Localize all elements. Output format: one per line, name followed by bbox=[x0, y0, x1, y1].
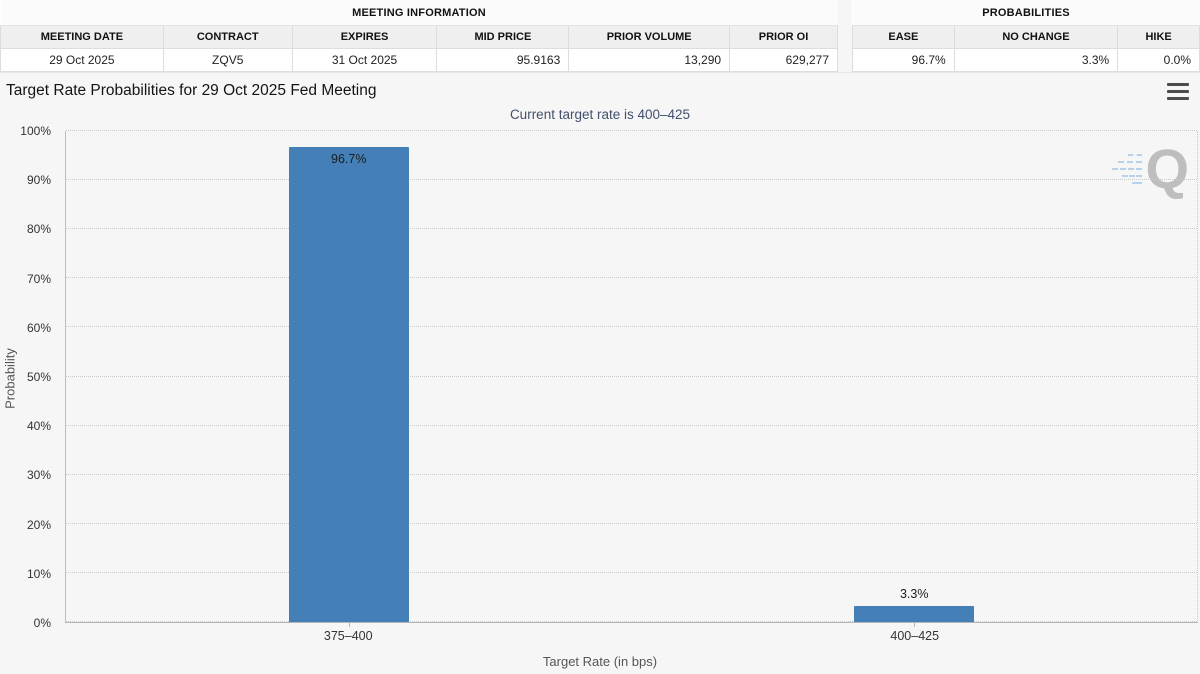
x-tick-mark bbox=[914, 622, 916, 627]
chart-subtitle: Current target rate is 400–425 bbox=[509, 107, 691, 122]
hamburger-bar bbox=[1167, 83, 1189, 87]
gridline bbox=[66, 571, 1197, 573]
value-mid-price: 95.9163 bbox=[436, 48, 570, 72]
bar-value-label: 96.7% bbox=[331, 152, 367, 167]
y-tick-label: 50% bbox=[26, 370, 51, 384]
value-hike: 0.0% bbox=[1117, 48, 1200, 72]
meeting-information-table: MEETING INFORMATION MEETING DATE CONTRAC… bbox=[0, 0, 838, 72]
gridline bbox=[66, 424, 1197, 426]
y-axis-tick-labels: 0% 10% 20% 30% 40% 50% 60% 70% 80% 90% 100% bbox=[0, 124, 58, 630]
gridline bbox=[66, 179, 1197, 181]
plot-area: Q 96.7% 3.3% bbox=[65, 130, 1198, 627]
col-header-hike: HIKE bbox=[1117, 25, 1200, 49]
hamburger-bar bbox=[1167, 96, 1189, 100]
watermark-q-letter: Q bbox=[1145, 137, 1189, 200]
y-tick-label: 10% bbox=[26, 566, 51, 581]
value-meeting-date: 29 Oct 2025 bbox=[0, 48, 164, 72]
y-tick-label: 0% bbox=[33, 616, 51, 630]
probability-chart-card: Target Rate Probabilities for 29 Oct 202… bbox=[0, 72, 1200, 674]
col-header-meeting-date: MEETING DATE bbox=[0, 25, 164, 49]
y-tick-label: 30% bbox=[26, 468, 51, 483]
col-header-prior-oi: PRIOR OI bbox=[729, 25, 838, 49]
watermark-speed-lines bbox=[1112, 152, 1143, 187]
gridline bbox=[66, 326, 1197, 328]
gridline bbox=[66, 130, 1197, 131]
value-expires: 31 Oct 2025 bbox=[291, 48, 438, 72]
hamburger-bar bbox=[1167, 89, 1189, 94]
value-contract: ZQV5 bbox=[162, 48, 293, 72]
gridline bbox=[66, 522, 1197, 524]
x-tick-label: 375–400 bbox=[323, 629, 373, 643]
chart-plot-region: Probability 0% 10% 20% 30% 40% 50% 60% 70% 80% 90… bbox=[0, 124, 1200, 630]
y-tick-label: 40% bbox=[26, 419, 51, 434]
x-tick-mark bbox=[348, 622, 350, 627]
quikstrike-watermark-icon: Q bbox=[1112, 137, 1189, 200]
x-axis-tick-labels: 375–400 400–425 bbox=[65, 623, 1198, 645]
probability-bar[interactable] bbox=[854, 605, 975, 622]
meeting-information-title: MEETING INFORMATION bbox=[0, 0, 838, 26]
gridline bbox=[66, 473, 1197, 475]
probabilities-table: PROBABILITIES EASE NO CHANGE HIKE 96.7% … bbox=[852, 0, 1200, 72]
y-tick-label: 60% bbox=[26, 320, 51, 335]
gridline bbox=[66, 375, 1197, 377]
col-header-ease: EASE bbox=[852, 25, 955, 49]
y-tick-label: 20% bbox=[26, 517, 51, 532]
col-header-no-change: NO CHANGE bbox=[953, 25, 1119, 49]
value-prior-volume: 13,290 bbox=[568, 48, 731, 72]
gridline bbox=[66, 621, 1197, 622]
gridline bbox=[66, 277, 1197, 279]
col-header-mid-price: MID PRICE bbox=[436, 25, 570, 49]
gridline bbox=[66, 228, 1197, 230]
col-header-prior-volume: PRIOR VOLUME bbox=[568, 25, 731, 49]
y-tick-label: 90% bbox=[26, 173, 51, 188]
y-tick-label: 70% bbox=[26, 271, 51, 286]
value-prior-oi: 629,277 bbox=[729, 48, 838, 72]
summary-tables-row: MEETING INFORMATION MEETING DATE CONTRAC… bbox=[0, 0, 1200, 72]
col-header-expires: EXPIRES bbox=[291, 25, 438, 49]
probabilities-title: PROBABILITIES bbox=[852, 0, 1200, 26]
chart-title: Target Rate Probabilities for 29 Oct 202… bbox=[6, 82, 377, 99]
col-header-contract: CONTRACT bbox=[162, 25, 293, 49]
value-no-change: 3.3% bbox=[953, 48, 1119, 72]
x-axis-title: Target Rate (in bps) bbox=[542, 654, 658, 669]
chart-header: Target Rate Probabilities for 29 Oct 202… bbox=[0, 73, 1200, 107]
probability-bar[interactable] bbox=[288, 147, 409, 622]
value-ease: 96.7% bbox=[852, 48, 955, 72]
bar-value-label: 3.3% bbox=[899, 586, 929, 601]
hamburger-menu-icon[interactable] bbox=[1167, 83, 1189, 100]
x-tick-label: 400–425 bbox=[890, 629, 940, 643]
y-tick-label: 80% bbox=[26, 222, 51, 237]
y-tick-label: 100% bbox=[20, 124, 51, 138]
